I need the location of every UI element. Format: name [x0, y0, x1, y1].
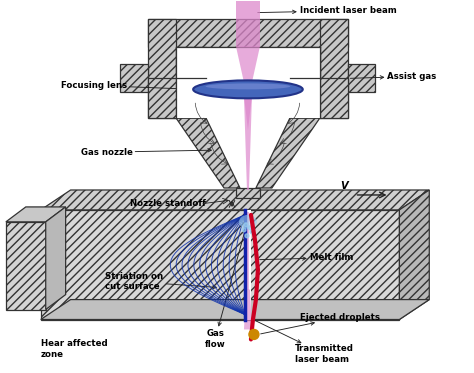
Polygon shape — [46, 207, 65, 310]
Polygon shape — [400, 190, 429, 320]
Polygon shape — [41, 190, 429, 210]
Polygon shape — [176, 118, 240, 188]
Polygon shape — [244, 289, 252, 329]
Circle shape — [242, 228, 246, 232]
Circle shape — [248, 226, 252, 230]
Circle shape — [245, 234, 249, 238]
Polygon shape — [41, 210, 400, 320]
Bar — [176, 47, 206, 76]
Bar — [148, 19, 347, 47]
Text: Gas
flow: Gas flow — [205, 223, 247, 349]
Text: V: V — [340, 181, 347, 191]
Polygon shape — [244, 96, 252, 130]
Polygon shape — [247, 212, 249, 289]
Ellipse shape — [193, 81, 303, 98]
Circle shape — [250, 230, 254, 234]
Bar — [290, 47, 319, 76]
Bar — [319, 19, 347, 118]
Ellipse shape — [206, 84, 290, 90]
Text: Gas nozzle: Gas nozzle — [81, 148, 211, 157]
Circle shape — [244, 223, 248, 227]
Bar — [176, 47, 319, 118]
Text: Melt film: Melt film — [260, 253, 353, 262]
Text: Hear affected
zone: Hear affected zone — [41, 339, 107, 359]
Bar — [148, 78, 176, 118]
Polygon shape — [236, 1, 260, 47]
Polygon shape — [256, 118, 319, 188]
Text: Striation on
cut surface: Striation on cut surface — [106, 272, 216, 291]
Text: Incident laser beam: Incident laser beam — [258, 6, 397, 15]
Polygon shape — [245, 210, 251, 320]
Text: Focusing lens: Focusing lens — [61, 81, 191, 91]
Text: Transmitted
laser beam: Transmitted laser beam — [251, 319, 354, 364]
Bar — [148, 19, 176, 118]
Circle shape — [249, 329, 259, 339]
Text: Nozzle standoff: Nozzle standoff — [130, 200, 206, 209]
Bar — [347, 65, 375, 93]
Ellipse shape — [239, 215, 257, 229]
Polygon shape — [236, 47, 260, 82]
Text: Ejected droplets: Ejected droplets — [261, 313, 380, 334]
Polygon shape — [41, 300, 429, 320]
Text: Assist gas: Assist gas — [350, 72, 437, 81]
Bar — [319, 78, 347, 118]
Polygon shape — [244, 96, 252, 190]
Bar — [236, 188, 260, 198]
Polygon shape — [6, 222, 46, 310]
Bar — [120, 65, 148, 93]
Polygon shape — [6, 207, 65, 222]
